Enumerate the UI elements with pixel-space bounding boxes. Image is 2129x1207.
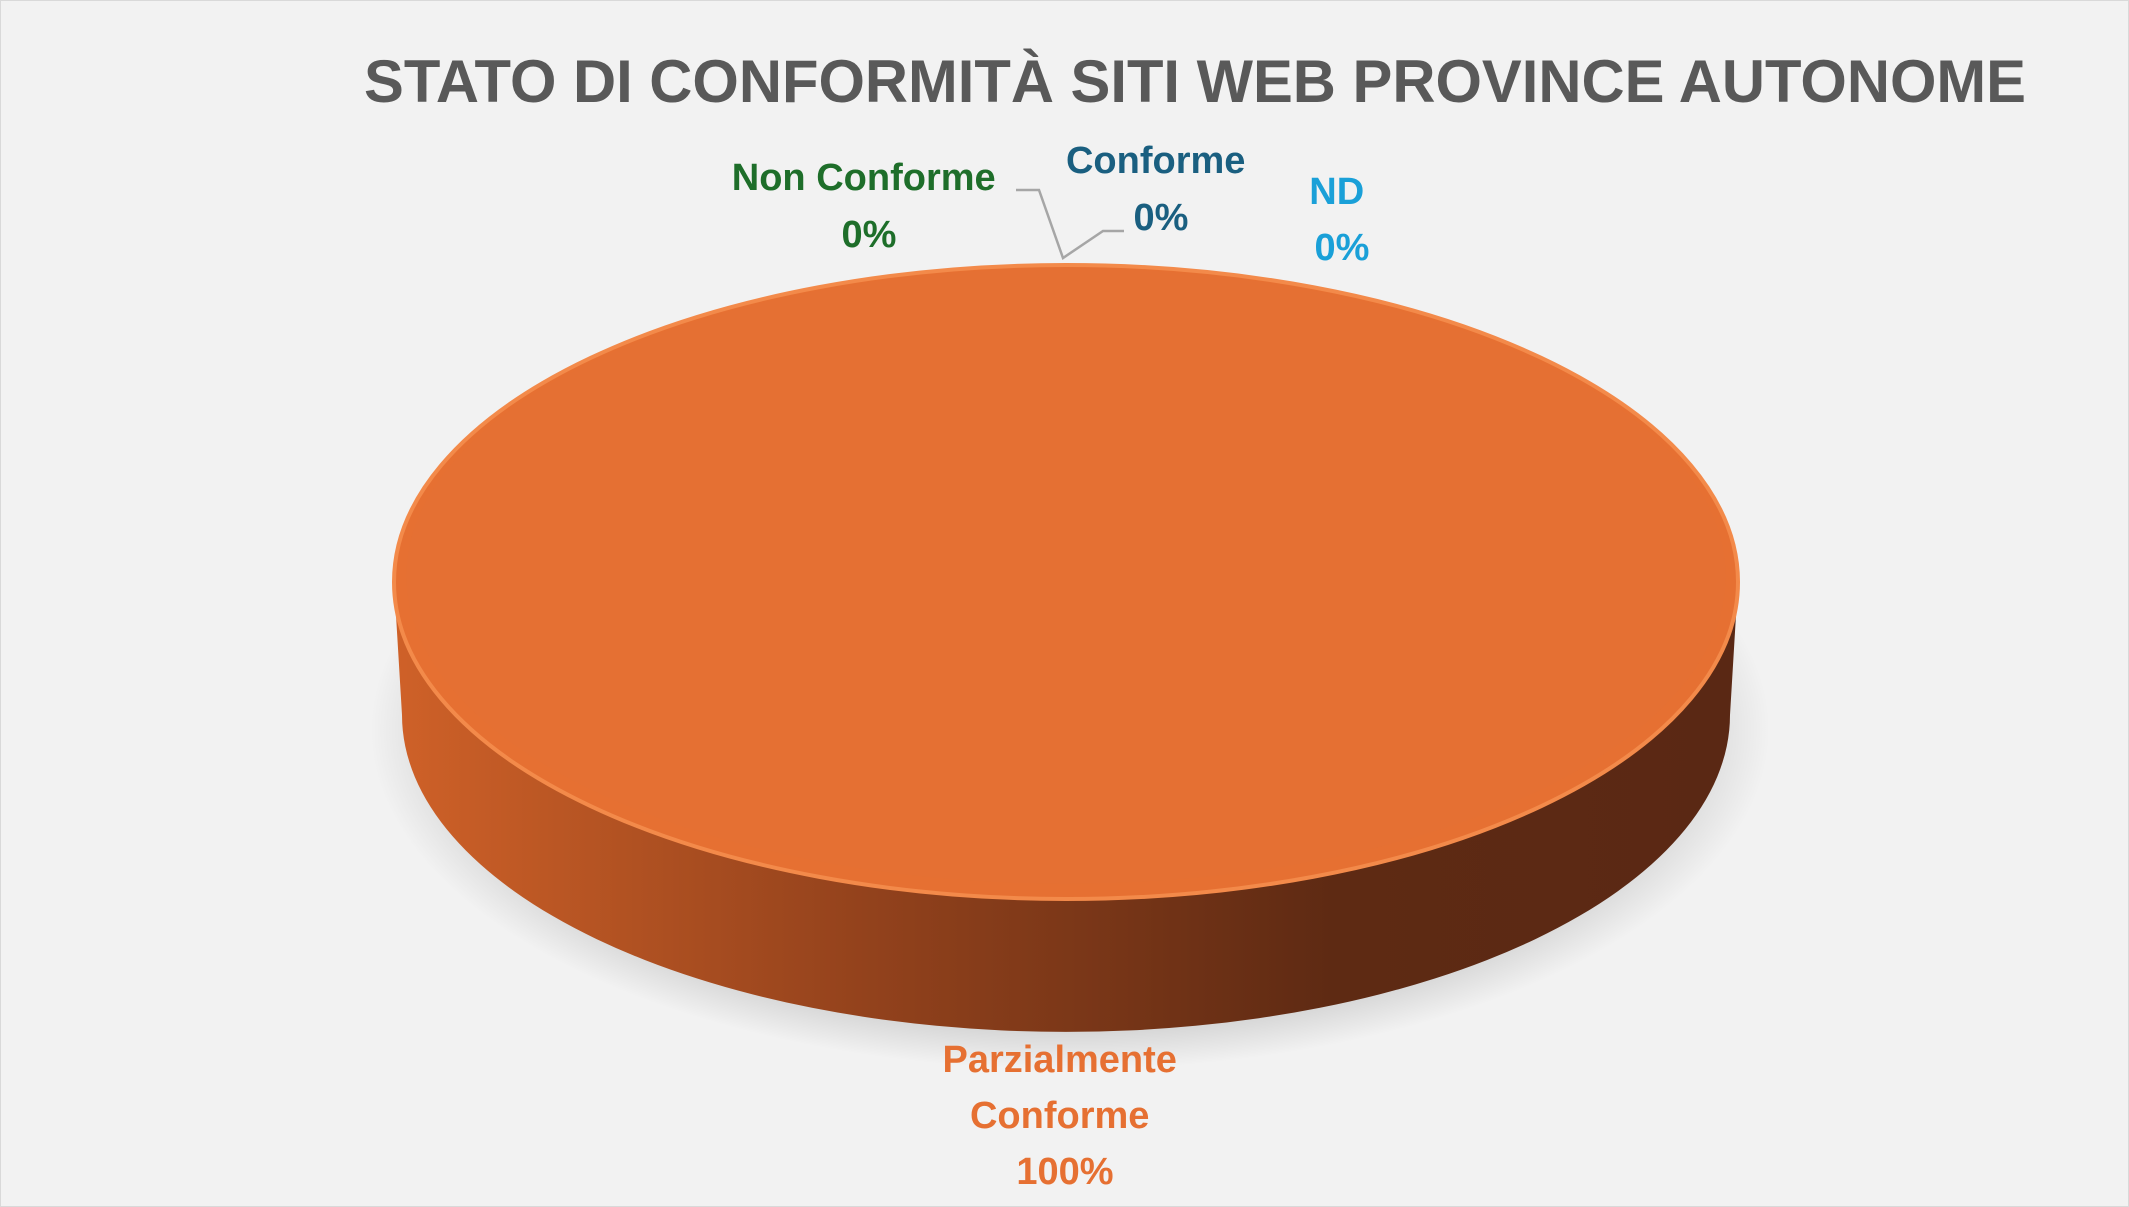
pie-top-inner: [406, 268, 1726, 884]
label-conforme: Conforme 0%: [1066, 140, 1256, 239]
label-nd: ND 0%: [1309, 171, 1374, 269]
pie-slice-side-parzialmente-conforme[interactable]: [394, 582, 1738, 1032]
label-non-conforme: Non Conforme 0%: [732, 157, 1006, 256]
chart-title: STATO DI CONFORMITÀ SITI WEB PROVINCE AU…: [364, 48, 2026, 115]
leader-line: [1016, 188, 1124, 260]
label-parzialmente-conforme: Parzialmente Conforme 100%: [942, 1039, 1187, 1193]
